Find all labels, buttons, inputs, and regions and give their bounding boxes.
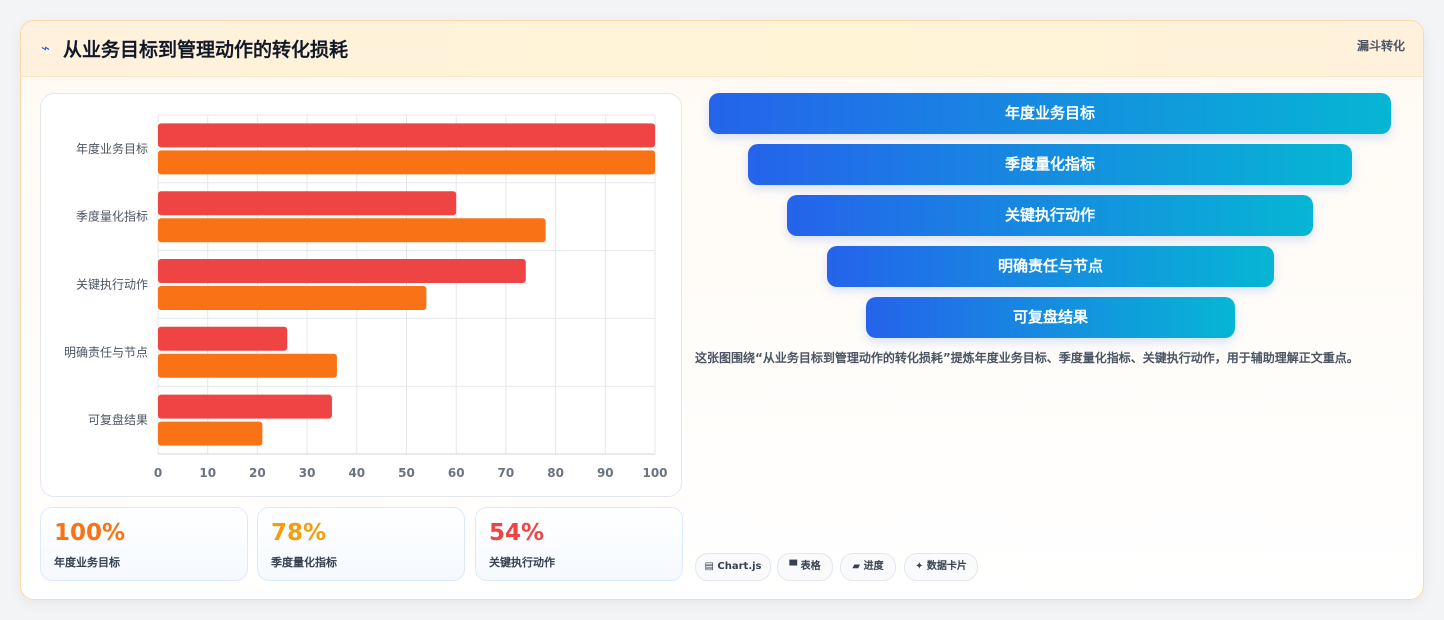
- y-tick-label: 关键执行动作: [76, 278, 148, 292]
- bar-chart-panel: 年度业务目标 季度量化指标 关键执行动作明确责任与节点可复盘结果 0 10 20 30 40 5…: [40, 93, 682, 497]
- chip-chartjs[interactable]: ▤ Chart.js: [695, 553, 771, 581]
- funnel-stage-2: 季度量化指标: [748, 144, 1352, 185]
- x-tick-label: 100: [642, 466, 667, 480]
- x-tick-label: 40: [348, 466, 365, 480]
- stat-card-2: 78% 季度量化指标: [257, 507, 465, 581]
- chip-data-card[interactable]: ✦ 数据卡片: [904, 553, 978, 581]
- x-tick-label: 70: [498, 466, 515, 480]
- bar-orange-4: [158, 353, 337, 378]
- stat-card-3: 54% 关键执行动作: [475, 507, 683, 581]
- funnel-stage-3: 关键执行动作: [787, 195, 1313, 236]
- bar-red-5: [158, 394, 332, 419]
- stat-card-1: 100% 年度业务目标: [40, 507, 248, 581]
- y-tick-label: 年度业务目标: [76, 141, 148, 156]
- bar-orange-2: [158, 218, 546, 243]
- funnel-stage-1: 年度业务目标: [709, 93, 1391, 134]
- chip-progress[interactable]: ▰ 进度: [840, 553, 896, 581]
- trend-icon: ⌁: [41, 39, 51, 57]
- card-type-tag: 漏斗转化: [1356, 39, 1405, 53]
- stat-label: 关键执行动作: [489, 556, 555, 569]
- bar-red-2: [158, 191, 457, 216]
- x-tick-label: 30: [299, 466, 316, 480]
- stat-label: 季度量化指标: [271, 556, 337, 569]
- stat-value: 54%: [489, 520, 545, 546]
- card-header: ⌁ 从业务目标到管理动作的转化损耗 漏斗转化: [21, 21, 1423, 77]
- bar-red-4: [158, 326, 288, 351]
- bar-orange-5: [158, 421, 263, 446]
- stat-label: 年度业务目标: [54, 556, 120, 569]
- card-title: 从业务目标到管理动作的转化损耗: [63, 39, 349, 61]
- funnel-stage-4: 明确责任与节点: [827, 246, 1274, 287]
- x-tick-label: 20: [249, 466, 266, 480]
- x-tick-label: 60: [448, 466, 465, 480]
- x-tick-label: 0: [154, 466, 162, 480]
- x-tick-label: 90: [597, 466, 614, 480]
- funnel-stage-5: 可复盘结果: [866, 297, 1235, 338]
- bar-orange-3: [158, 286, 427, 310]
- y-tick-label: 可复盘结果: [88, 412, 148, 427]
- y-tick-label: 明确责任与节点: [64, 345, 148, 359]
- funnel-card: ⌁ 从业务目标到管理动作的转化损耗 漏斗转化 年度业务目标 季度量化指标 关键执行动…: [20, 20, 1424, 600]
- x-tick-label: 80: [547, 466, 564, 480]
- stat-value: 100%: [54, 520, 126, 546]
- chip-table[interactable]: ▀ 表格: [777, 553, 833, 581]
- chart-description: 这张图围绕“从业务目标到管理动作的转化损耗”提炼年度业务目标、季度量化指标、关键…: [695, 351, 1359, 365]
- bar-red-3: [158, 259, 526, 283]
- bar-red-1: [158, 123, 655, 148]
- bar-orange-1: [158, 150, 655, 175]
- x-tick-label: 50: [398, 466, 415, 480]
- stat-value: 78%: [271, 520, 327, 546]
- x-tick-label: 10: [199, 466, 216, 480]
- y-tick-label: 季度量化指标: [76, 209, 148, 224]
